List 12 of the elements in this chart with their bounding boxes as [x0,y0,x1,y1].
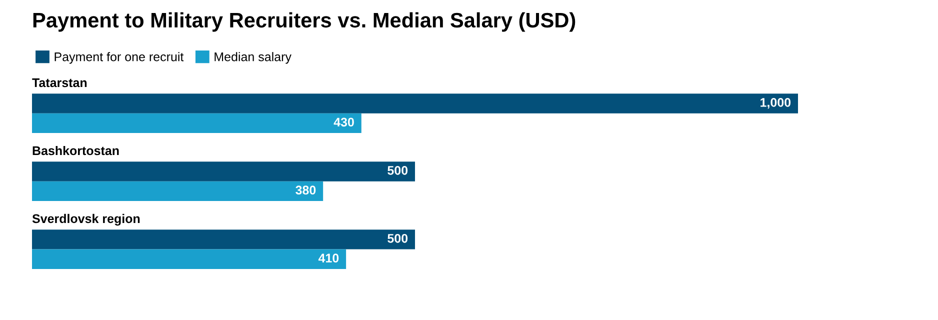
y-tick-label: Bashkortostan [32,146,119,156]
data-label: 410 [318,254,339,263]
data-label: 380 [296,186,316,195]
data-label: 500 [388,234,408,243]
data-label: 430 [334,118,354,127]
chart-title: Payment to Military Recruiters vs. Median Salary (USD) [33,12,576,32]
data-label: 1,000 [760,98,791,109]
legend-label: Payment for one recruit [54,52,184,64]
y-tick-label: Tatarstan [32,78,87,88]
legend-label: Median salary [214,52,292,64]
data-label: 500 [388,166,408,175]
y-tick-label: Sverdlovsk region [32,214,140,226]
